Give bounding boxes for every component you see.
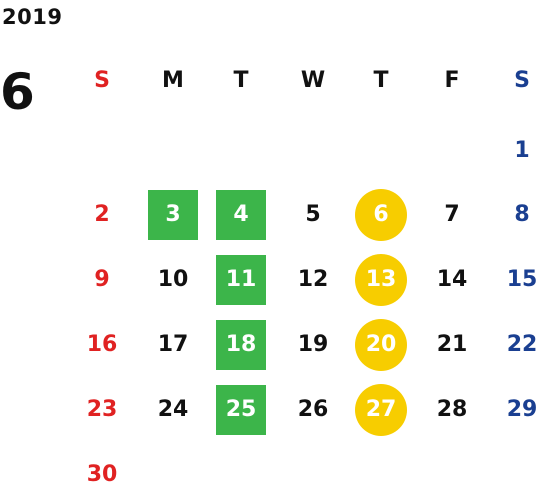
day-26[interactable]: 26 [297,397,329,422]
day-5[interactable]: 5 [305,202,321,227]
day-23[interactable]: 23 [86,397,118,422]
day-13[interactable]: 13 [355,254,407,306]
day-22[interactable]: 22 [506,332,538,357]
weekday-1: M [162,68,184,93]
day-17[interactable]: 17 [157,332,189,357]
day-14[interactable]: 14 [436,267,468,292]
day-28[interactable]: 28 [436,397,468,422]
day-24[interactable]: 24 [157,397,189,422]
year-label: 2019 [2,5,63,29]
day-20[interactable]: 20 [355,319,407,371]
day-27[interactable]: 27 [355,384,407,436]
weekday-2: T [233,68,249,93]
day-12[interactable]: 12 [297,267,329,292]
weekday-6: S [514,68,530,93]
day-18[interactable]: 18 [216,320,266,370]
day-30[interactable]: 30 [86,462,118,487]
day-8[interactable]: 8 [514,202,530,227]
day-19[interactable]: 19 [297,332,329,357]
weekday-4: T [373,68,389,93]
day-10[interactable]: 10 [157,267,189,292]
day-21[interactable]: 21 [436,332,468,357]
day-15[interactable]: 15 [506,267,538,292]
day-11[interactable]: 11 [216,255,266,305]
day-16[interactable]: 16 [86,332,118,357]
day-4[interactable]: 4 [216,190,266,240]
day-29[interactable]: 29 [506,397,538,422]
day-7[interactable]: 7 [444,202,460,227]
month-label: 6 [0,63,35,121]
weekday-0: S [94,68,110,93]
weekday-3: W [300,68,326,93]
day-2[interactable]: 2 [94,202,110,227]
day-1[interactable]: 1 [514,138,530,163]
day-3[interactable]: 3 [148,190,198,240]
day-25[interactable]: 25 [216,385,266,435]
weekday-5: F [444,68,460,93]
day-9[interactable]: 9 [94,267,110,292]
day-6[interactable]: 6 [355,189,407,241]
